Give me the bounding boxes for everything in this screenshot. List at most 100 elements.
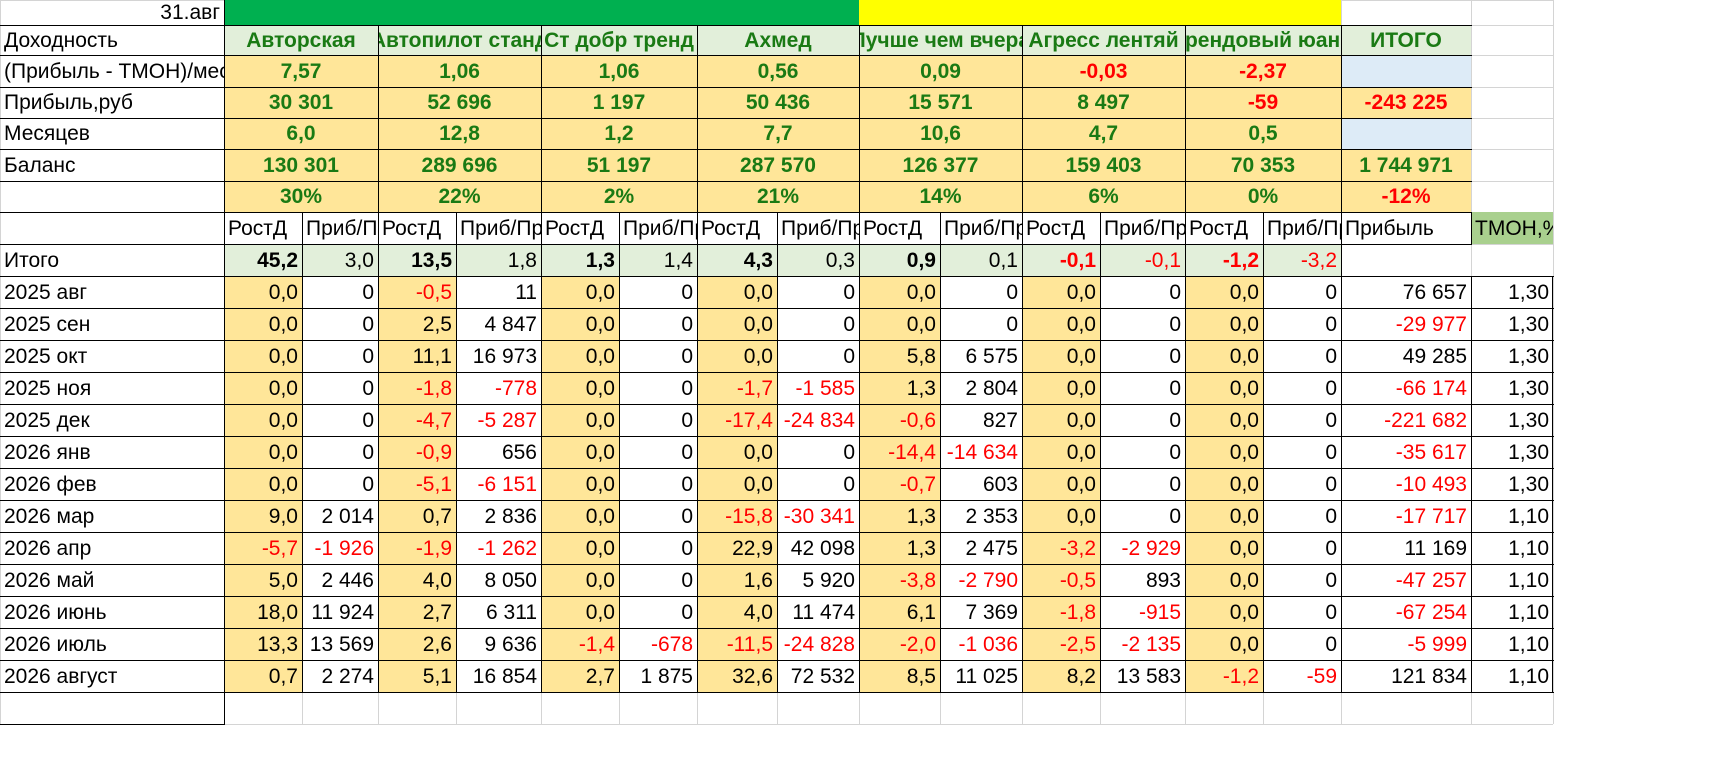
month-rostd[interactable]: 0,0 — [1185, 340, 1263, 372]
summary-value[interactable]: 6,0 — [224, 118, 378, 149]
month-prib[interactable]: 0 — [681, 504, 693, 528]
subheader-rostd[interactable]: РостД — [545, 216, 605, 240]
month-prib[interactable]: 0 — [362, 408, 374, 432]
summary-total-empty[interactable] — [1341, 55, 1471, 87]
month-label[interactable]: 2025 дек — [4, 408, 90, 432]
month-rostd[interactable]: -5,7 — [224, 532, 302, 564]
month-label[interactable]: 2025 окт — [4, 344, 88, 368]
month-prib[interactable]: 0 — [362, 472, 374, 496]
strategy-header[interactable]: Авторская — [224, 25, 378, 55]
month-rostd[interactable]: -1,9 — [378, 532, 456, 564]
month-rostd[interactable]: 0,0 — [1022, 500, 1100, 532]
strategy-header[interactable]: Ахмед — [697, 25, 859, 55]
row-label-balance[interactable]: Баланс — [4, 153, 76, 177]
month-rostd[interactable]: 1,3 — [859, 500, 940, 532]
total-rostd[interactable]: -0,1 — [1022, 244, 1100, 276]
strategy-header[interactable]: Агресс лентяй — [1022, 25, 1185, 55]
row-label-totals[interactable]: Итого — [4, 248, 60, 272]
month-prib[interactable]: 0 — [362, 376, 374, 400]
month-prib[interactable]: 0 — [681, 536, 693, 560]
month-prib[interactable]: 0 — [1169, 376, 1181, 400]
month-label[interactable]: 2026 апр — [4, 536, 92, 560]
month-rostd[interactable]: 0,0 — [697, 340, 777, 372]
month-prib[interactable]: 0 — [681, 600, 693, 624]
month-prib[interactable]: 0 — [1325, 568, 1337, 592]
summary-value[interactable]: 126 377 — [859, 149, 1022, 181]
month-rostd[interactable]: -0,5 — [1022, 564, 1100, 596]
month-prib[interactable]: -778 — [494, 376, 537, 400]
month-prib[interactable]: 2 446 — [321, 568, 374, 592]
summary-value[interactable]: 51 197 — [541, 149, 697, 181]
month-prib[interactable]: 0 — [843, 344, 855, 368]
summary-value[interactable]: -2,37 — [1185, 55, 1341, 87]
month-prib[interactable]: 0 — [1325, 504, 1337, 528]
month-prib[interactable]: 0 — [362, 312, 374, 336]
summary-value[interactable]: 10,6 — [859, 118, 1022, 149]
summary-value[interactable]: 50 436 — [697, 87, 859, 118]
month-prib[interactable]: 0 — [1006, 312, 1018, 336]
month-prib[interactable]: 0 — [1006, 280, 1018, 304]
month-rostd[interactable]: 0,0 — [541, 436, 619, 468]
total-prib[interactable]: 3,0 — [302, 244, 378, 276]
month-prib[interactable]: 0 — [681, 344, 693, 368]
month-rostd[interactable]: 0,0 — [1185, 628, 1263, 660]
summary-value[interactable]: 14% — [859, 181, 1022, 212]
summary-value[interactable]: 130 301 — [224, 149, 378, 181]
month-rostd[interactable]: 5,8 — [859, 340, 940, 372]
subheader-prib[interactable]: Приб/Пр — [781, 216, 859, 240]
month-prib[interactable]: 5 920 — [802, 568, 855, 592]
month-rostd[interactable]: 0,0 — [224, 404, 302, 436]
month-prib[interactable]: 0 — [362, 440, 374, 464]
summary-value[interactable]: 2% — [541, 181, 697, 212]
month-rostd[interactable]: 2,6 — [378, 628, 456, 660]
month-rostd[interactable]: -3,8 — [859, 564, 940, 596]
month-rostd[interactable]: 1,3 — [859, 372, 940, 404]
month-prib[interactable]: 1 875 — [640, 664, 693, 688]
month-rostd[interactable]: 0,0 — [1022, 404, 1100, 436]
month-profit[interactable]: -10 493 — [1395, 472, 1467, 496]
month-rostd[interactable]: 4,0 — [697, 596, 777, 628]
summary-value[interactable]: 1,2 — [541, 118, 697, 149]
month-prib[interactable]: 11 924 — [311, 600, 374, 624]
month-prib[interactable]: 2 353 — [965, 504, 1018, 528]
month-prib[interactable]: 16 854 — [472, 664, 537, 688]
month-prib[interactable]: -1 262 — [477, 536, 537, 560]
month-rostd[interactable]: 0,0 — [1185, 596, 1263, 628]
month-prib[interactable]: 0 — [843, 472, 855, 496]
month-prib[interactable]: 2 014 — [321, 504, 374, 528]
month-rostd[interactable]: 0,0 — [541, 532, 619, 564]
month-profit[interactable]: -67 254 — [1395, 600, 1467, 624]
month-rostd[interactable]: 8,5 — [859, 660, 940, 692]
month-prib[interactable]: -30 341 — [783, 504, 855, 528]
month-rostd[interactable]: 0,0 — [541, 276, 619, 308]
month-prib[interactable]: -1 926 — [314, 536, 374, 560]
total-prib[interactable]: 0,3 — [777, 244, 859, 276]
month-prib[interactable]: -14 634 — [946, 440, 1018, 464]
total-rostd[interactable]: 0,9 — [859, 244, 940, 276]
month-prib[interactable]: -5 287 — [477, 408, 537, 432]
month-rostd[interactable]: 0,0 — [1185, 500, 1263, 532]
date-cell[interactable]: 31.авг — [160, 1, 220, 24]
month-rostd[interactable]: 0,0 — [224, 372, 302, 404]
month-prib[interactable]: 2 475 — [965, 536, 1018, 560]
summary-value[interactable]: 1,06 — [541, 55, 697, 87]
month-tmon[interactable]: 1,30 — [1508, 440, 1549, 464]
month-prib[interactable]: 0 — [681, 472, 693, 496]
month-prib[interactable]: 0 — [681, 376, 693, 400]
month-rostd[interactable]: 0,0 — [224, 308, 302, 340]
month-prib[interactable]: -24 834 — [783, 408, 855, 432]
total-rostd[interactable]: 1,3 — [541, 244, 619, 276]
total-prib[interactable]: 1,4 — [619, 244, 697, 276]
row-label-yield[interactable]: Доходность — [4, 28, 118, 52]
total-rostd[interactable]: 13,5 — [378, 244, 456, 276]
month-label[interactable]: 2026 август — [4, 664, 118, 688]
yellow-band[interactable] — [859, 0, 1341, 25]
month-rostd[interactable]: 13,3 — [224, 628, 302, 660]
subheader-prib[interactable]: Приб/Пр — [944, 216, 1022, 240]
month-rostd[interactable]: 0,0 — [224, 340, 302, 372]
month-prib[interactable]: -2 929 — [1121, 536, 1181, 560]
month-prib[interactable]: 6 575 — [965, 344, 1018, 368]
month-tmon[interactable]: 1,30 — [1508, 376, 1549, 400]
month-tmon[interactable]: 1,30 — [1508, 280, 1549, 304]
month-rostd[interactable]: 0,0 — [224, 276, 302, 308]
